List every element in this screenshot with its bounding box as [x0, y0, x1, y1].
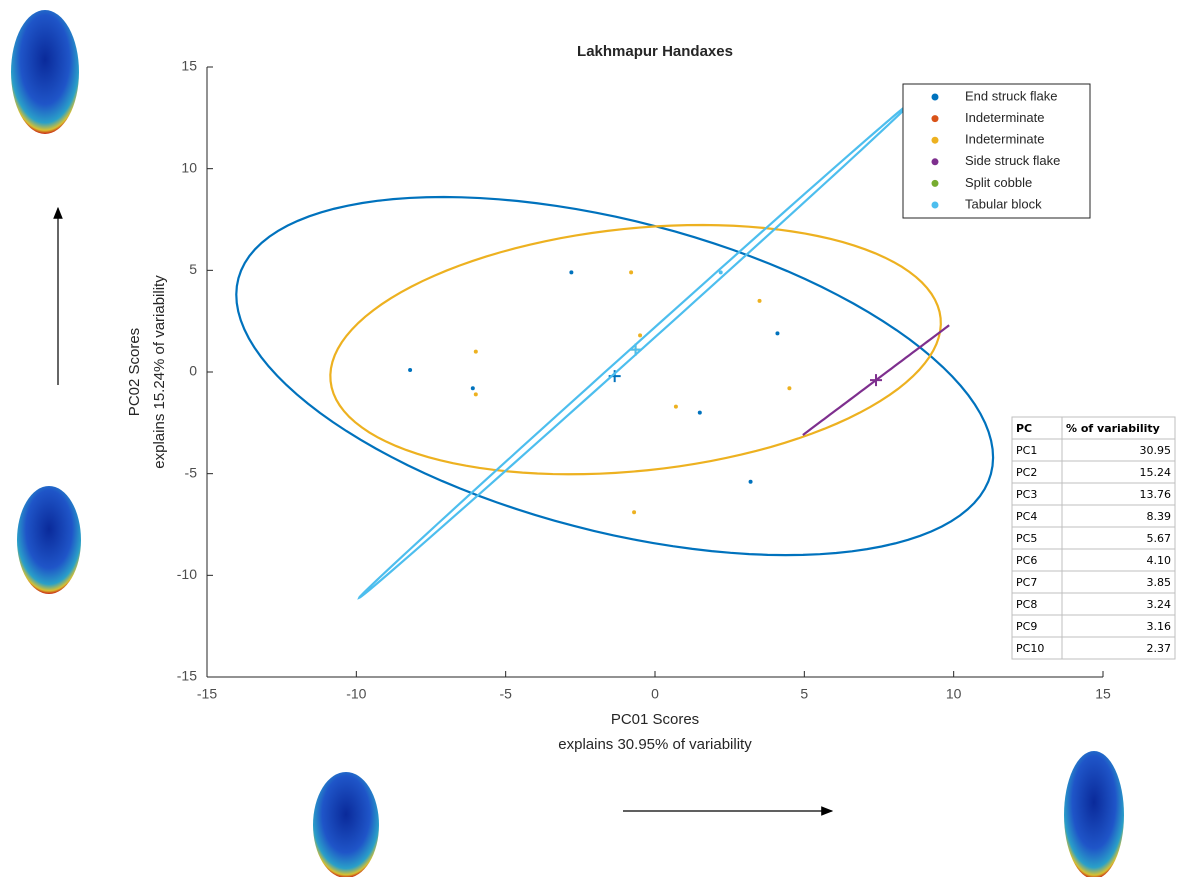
data-point — [569, 270, 574, 275]
table-text: 13.76 — [1140, 488, 1172, 501]
handaxe-image — [313, 772, 379, 877]
x-tick-label: -5 — [499, 686, 512, 702]
data-point — [775, 331, 780, 336]
legend-marker — [931, 158, 939, 166]
data-point — [629, 270, 634, 275]
table-text: PC7 — [1016, 576, 1037, 589]
confidence-ellipse — [235, 195, 995, 557]
table-text: PC9 — [1016, 620, 1037, 633]
data-point — [632, 510, 637, 515]
confidence-ellipse — [802, 324, 950, 436]
x-tick-label: -10 — [346, 686, 366, 702]
data-point — [473, 392, 478, 397]
table-text: PC6 — [1016, 554, 1037, 567]
legend-label: Tabular block — [965, 196, 1042, 211]
table-text: 15.24 — [1140, 466, 1172, 479]
table-cell — [1061, 636, 1176, 660]
table-text: 8.39 — [1147, 510, 1172, 523]
x-tick-label: 15 — [1095, 686, 1111, 702]
handaxe-image — [11, 10, 79, 134]
table-text: PC1 — [1016, 444, 1037, 457]
legend-label: Indeterminate — [965, 110, 1045, 125]
data-point — [787, 386, 792, 391]
y-tick-label: 5 — [189, 261, 197, 277]
data-point — [673, 404, 678, 409]
y-tick-label: -10 — [177, 566, 197, 582]
x-axis-label: PC01 Scores — [611, 711, 699, 728]
legend-label: Indeterminate — [965, 132, 1045, 147]
legend-box — [902, 83, 1091, 219]
legend: End struck flake Indeterminate Indetermina… — [902, 83, 1091, 219]
handaxe-image — [17, 486, 81, 594]
data-point — [757, 298, 762, 303]
pc-table: PC % of variability PC1 30.95 PC2 15.24 PC3 13.… — [1011, 416, 1176, 660]
table-text: 3.85 — [1147, 576, 1172, 589]
y-axis-label: PC02 Scores — [126, 328, 143, 416]
legend-label: Split cobble — [965, 175, 1032, 190]
y-tick-label: 10 — [181, 159, 197, 175]
y-tick-label: 0 — [189, 363, 197, 379]
table-header: % of variability — [1066, 422, 1160, 435]
data-point — [408, 367, 413, 372]
plot-area: -15 -10 -5 0 5 10 15 -15 -10 -5 0 5 10 15 — [177, 58, 1111, 702]
legend-marker — [931, 93, 939, 101]
legend-marker — [931, 201, 939, 209]
legend-marker — [931, 115, 939, 123]
y-tick-label: -5 — [185, 464, 198, 480]
table-text: PC4 — [1016, 510, 1037, 523]
chart-title: Lakhmapur Handaxes — [577, 43, 733, 60]
table-header: PC — [1016, 422, 1032, 435]
table-text: PC2 — [1016, 466, 1037, 479]
table-text: 30.95 — [1140, 444, 1172, 457]
table-text: PC3 — [1016, 488, 1037, 501]
x-axis-label: explains 30.95% of variability — [558, 736, 752, 753]
table-text: 5.67 — [1147, 532, 1172, 545]
y-axis-label: explains 15.24% of variability — [151, 275, 168, 469]
x-tick-label: 5 — [800, 686, 808, 702]
table-text: PC5 — [1016, 532, 1037, 545]
data-point — [473, 349, 478, 354]
handaxe-image — [1064, 751, 1124, 877]
table-text: 3.16 — [1147, 620, 1172, 633]
data-point — [638, 333, 643, 338]
x-tick-label: 10 — [946, 686, 962, 702]
center-marker — [870, 374, 883, 387]
confidence-ellipse — [329, 223, 942, 476]
table-text: 3.24 — [1147, 598, 1172, 611]
table-text: PC8 — [1016, 598, 1037, 611]
data-point — [470, 386, 475, 391]
x-tick-label: -15 — [197, 686, 217, 702]
legend-marker — [931, 136, 939, 144]
legend-label: End struck flake — [965, 88, 1058, 103]
legend-label: Side struck flake — [965, 153, 1060, 168]
x-tick-label: 0 — [651, 686, 659, 702]
data-point — [697, 410, 702, 415]
y-tick-label: -15 — [177, 668, 197, 684]
confidence-ellipse — [357, 100, 913, 600]
legend-marker — [931, 179, 939, 187]
data-point — [748, 479, 753, 484]
data-point — [718, 270, 723, 275]
y-tick-label: 15 — [181, 58, 197, 74]
table-text: PC10 — [1016, 642, 1044, 655]
table-text: 2.37 — [1147, 642, 1172, 655]
center-marker — [629, 343, 642, 356]
table-text: 4.10 — [1147, 554, 1172, 567]
